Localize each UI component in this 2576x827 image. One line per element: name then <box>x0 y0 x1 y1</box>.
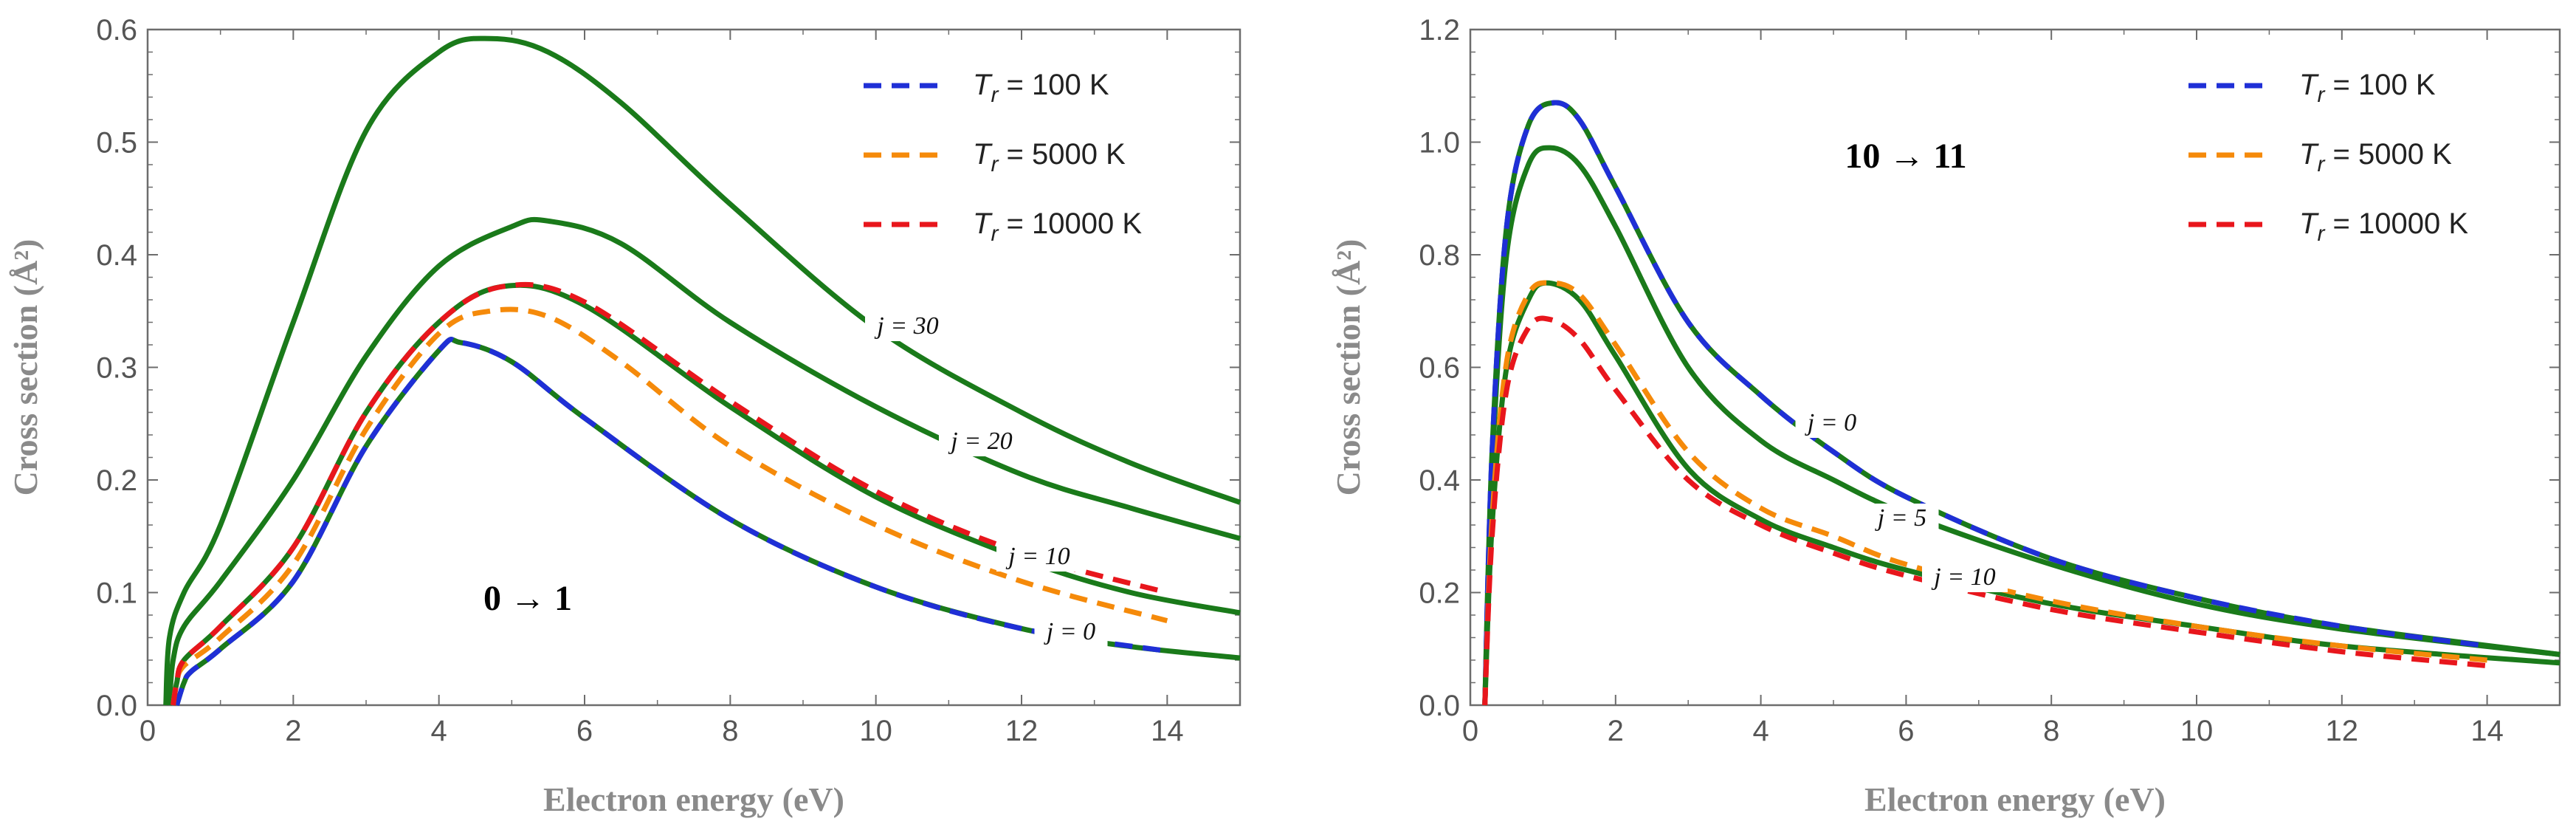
left-y-axis-title: Cross section (Å²) <box>7 239 44 496</box>
right-transition-annotation: 10 → 11 <box>1845 137 1966 176</box>
left-x-axis-title: Electron energy (eV) <box>543 780 844 818</box>
left-curve-label: j = 0 <box>1044 618 1095 645</box>
left-legend-subscript: r <box>991 152 999 176</box>
right-y-tick-label: 0.6 <box>1419 352 1460 385</box>
left-legend-label: Tr = 5000 K <box>973 138 1126 176</box>
right-x-tick-label: 8 <box>2043 715 2059 747</box>
left-legend-label: Tr = 100 K <box>973 69 1109 107</box>
right-y-tick-label: 0.8 <box>1419 239 1460 272</box>
left-x-tick-label: 4 <box>431 715 447 747</box>
right-curve-label-bg <box>1865 504 1939 533</box>
left-y-tick-label: 0.0 <box>96 690 137 722</box>
right-legend-subscript: r <box>2317 83 2325 107</box>
right-series-j-5-line <box>1482 145 2560 706</box>
left-legend-value: = 100 K <box>998 69 1109 101</box>
right-series-tr-5000-k-line <box>1482 280 2487 706</box>
right-x-tick-label: 14 <box>2470 715 2504 747</box>
right-y-tick-label: 0.0 <box>1419 690 1460 722</box>
left-y-tick-label: 0.6 <box>96 14 137 47</box>
left-series-j-20-line <box>167 216 1241 706</box>
left-x-tick-label: 0 <box>140 715 156 747</box>
left-x-tick-label: 14 <box>1151 715 1184 747</box>
right-legend-symbol: T <box>2299 138 2319 171</box>
left-series-tr-100-k-line <box>174 337 1168 707</box>
left-legend-subscript: r <box>991 83 999 107</box>
right-x-tick-label: 12 <box>2326 715 2359 747</box>
left-legend-symbol: T <box>973 138 993 171</box>
right-legend-label: Tr = 10000 K <box>2299 207 2468 246</box>
left-curve-label: j = 30 <box>874 312 938 340</box>
left-y-tick-label: 0.5 <box>96 127 137 159</box>
right-legend-value: = 5000 K <box>2324 138 2452 171</box>
left-curve-label: j = 20 <box>948 428 1012 455</box>
right-legend: Tr = 100 KTr = 5000 KTr = 10000 K <box>2188 69 2468 246</box>
right-legend-symbol: T <box>2299 69 2319 101</box>
right-curve-label-bg <box>1795 408 1869 438</box>
right-legend-value: = 10000 K <box>2324 207 2468 240</box>
right-y-tick-label: 1.0 <box>1419 127 1460 159</box>
left-transition-annotation: 0 → 1 <box>483 579 572 618</box>
left-legend-label: Tr = 10000 K <box>973 207 1142 246</box>
left-legend-symbol: T <box>973 69 993 101</box>
left-legend-symbol: T <box>973 207 993 240</box>
left-series-j-30-line <box>163 35 1241 706</box>
right-x-tick-label: 0 <box>1462 715 1478 747</box>
right-curve-label-bg <box>1922 563 2008 592</box>
left-curve-label-bg <box>996 542 1082 572</box>
right-series-tr-10000-k-line <box>1482 315 2487 706</box>
left-legend-value: = 5000 K <box>998 138 1126 171</box>
right-plot-frame <box>1469 28 2561 707</box>
right-y-tick-label: 0.2 <box>1419 577 1460 610</box>
left-curve-label-bg <box>865 312 951 341</box>
right-x-tick-label: 2 <box>1608 715 1624 747</box>
left-x-tick-label: 10 <box>859 715 892 747</box>
left-y-tick-label: 0.1 <box>96 577 137 610</box>
left-curve-label-bg <box>939 427 1024 456</box>
right-legend-symbol: T <box>2299 207 2319 240</box>
left-legend: Tr = 100 KTr = 5000 KTr = 10000 K <box>864 69 1142 246</box>
right-legend-label: Tr = 100 K <box>2299 69 2436 107</box>
right-y-axis-title: Cross section (Å²) <box>1329 239 1367 496</box>
left-curve-label: j = 10 <box>1005 543 1070 570</box>
right-legend-subscript: r <box>2317 152 2325 176</box>
left-legend-value: = 10000 K <box>998 207 1142 240</box>
right-y-tick-label: 0.4 <box>1419 464 1460 497</box>
right-x-tick-label: 4 <box>1752 715 1769 747</box>
right-x-tick-label: 10 <box>2180 715 2214 747</box>
left-curve-label-bg <box>1034 617 1108 647</box>
left-x-tick-label: 2 <box>285 715 301 747</box>
left-series-tr-5000-k-line <box>171 306 1168 706</box>
left-y-tick-label: 0.3 <box>96 352 137 385</box>
left-x-tick-label: 8 <box>722 715 738 747</box>
left-chart: 0 2 4 6 8 10 12 14 0.0 0.1 0.2 0.3 0.4 0.5 0.6 Electron… <box>7 14 1241 818</box>
left-legend-subscript: r <box>991 222 999 246</box>
left-series-tr-10000-k-line <box>171 281 1168 706</box>
right-series-j-10-line <box>1482 280 2560 706</box>
right-chart: 0 2 4 6 8 10 12 14 0.0 0.2 0.4 0.6 0.8 1.0 1.2 Electron… <box>1329 14 2561 818</box>
right-x-axis-title: Electron energy (eV) <box>1864 780 2166 818</box>
right-y-tick-label: 1.2 <box>1419 14 1460 47</box>
right-curve-label: j = 0 <box>1805 409 1856 436</box>
right-legend-label: Tr = 5000 K <box>2299 138 2452 176</box>
left-plot-frame <box>146 28 1241 707</box>
left-y-tick-label: 0.4 <box>96 239 137 272</box>
right-curve-label: j = 10 <box>1931 563 1995 591</box>
right-curve-label: j = 5 <box>1875 504 1926 532</box>
right-series-tr-100-k-line <box>1482 100 2488 706</box>
right-legend-value: = 100 K <box>2324 69 2435 101</box>
left-x-tick-label: 6 <box>576 715 593 747</box>
left-x-tick-label: 12 <box>1005 715 1039 747</box>
right-legend-subscript: r <box>2317 222 2325 246</box>
left-y-tick-label: 0.2 <box>96 464 137 497</box>
right-x-tick-label: 6 <box>1898 715 1914 747</box>
